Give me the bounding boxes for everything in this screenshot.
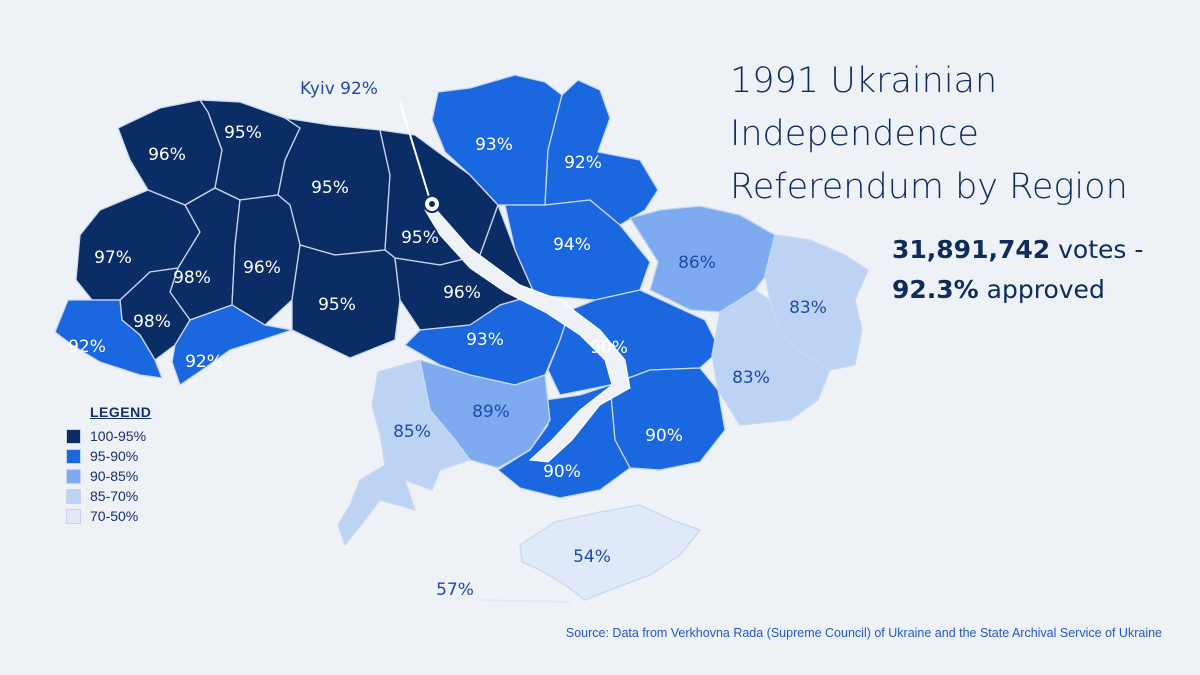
region-label: 90% — [590, 338, 628, 358]
kyiv-pointer-line — [399, 101, 431, 201]
region-label: 95% — [401, 228, 439, 248]
region-label: 93% — [466, 330, 504, 350]
map-region — [171, 304, 293, 386]
region-label: 57% — [436, 580, 474, 600]
region-label: 83% — [732, 368, 770, 388]
crimea-pointer-line — [479, 599, 571, 603]
legend: LEGEND 100-95% 95-90% 90-85% 85-70% 70-5… — [66, 404, 151, 526]
region-label: 94% — [553, 235, 591, 255]
legend-label: 95-90% — [90, 448, 139, 464]
region-label: 95% — [224, 123, 262, 143]
region-label: 90% — [543, 462, 581, 482]
region-label: 92% — [564, 153, 602, 173]
legend-item: 70-50% — [66, 506, 151, 526]
legend-item: 100-95% — [66, 426, 151, 446]
region-label: 95% — [318, 295, 356, 315]
legend-label: 100-95% — [90, 428, 147, 444]
votes-suffix: votes - — [1050, 235, 1144, 264]
legend-label: 85-70% — [90, 488, 139, 504]
legend-label: 70-50% — [90, 508, 139, 524]
region-label: 86% — [678, 253, 716, 273]
approved-suffix: approved — [978, 275, 1105, 304]
region-label: 54% — [573, 547, 611, 567]
region-label: 92% — [185, 352, 223, 372]
legend-swatch — [66, 448, 81, 464]
region-label: 95% — [311, 178, 349, 198]
page-title: 1991 Ukrainian Independence Referendum b… — [730, 55, 1160, 214]
region-label: 98% — [173, 268, 211, 288]
dnieper-river — [424, 204, 631, 463]
legend-swatch — [66, 468, 81, 484]
kyiv-label: Kyiv 92% — [300, 79, 378, 99]
votes-value: 31,891,742 — [892, 235, 1051, 264]
map-region — [291, 244, 401, 359]
legend-item: 90-85% — [66, 466, 151, 486]
map-region — [519, 504, 701, 601]
region-label: 93% — [475, 135, 513, 155]
legend-title: LEGEND — [90, 404, 152, 420]
legend-item: 95-90% — [66, 446, 151, 466]
region-label: 92% — [68, 337, 106, 357]
region-label: 96% — [148, 145, 186, 165]
map-region — [54, 299, 163, 379]
title-line: 1991 Ukrainian — [730, 61, 998, 101]
map-region — [337, 359, 471, 546]
region-label: 90% — [645, 426, 683, 446]
legend-item: 85-70% — [66, 486, 151, 506]
legend-swatch — [66, 508, 81, 524]
source-note: Source: Data from Verkhovna Rada (Suprem… — [565, 626, 1162, 640]
region-label: 97% — [94, 248, 132, 268]
title-line: Independence — [730, 114, 979, 154]
map-region — [629, 205, 776, 313]
region-label: 83% — [789, 298, 827, 318]
region-label: 98% — [133, 312, 171, 332]
legend-swatch — [66, 488, 81, 504]
kyiv-marker-dot — [429, 201, 435, 207]
map-regions — [54, 74, 869, 601]
approved-value: 92.3% — [892, 275, 979, 304]
legend-swatch — [66, 428, 81, 444]
region-labels: 96% 95% 95% 95% 97% 98% 96% 95% 98% 96% … — [68, 123, 827, 600]
legend-label: 90-85% — [90, 468, 139, 484]
region-label: 96% — [443, 283, 481, 303]
region-label: 85% — [393, 422, 431, 442]
region-label: 89% — [472, 402, 510, 422]
title-line: Referendum by Region — [730, 167, 1128, 207]
region-label: 96% — [243, 258, 281, 278]
stats-summary: 31,891,742 votes - 92.3% approved — [892, 230, 1192, 310]
map-region — [504, 199, 651, 301]
map-region — [711, 289, 831, 426]
